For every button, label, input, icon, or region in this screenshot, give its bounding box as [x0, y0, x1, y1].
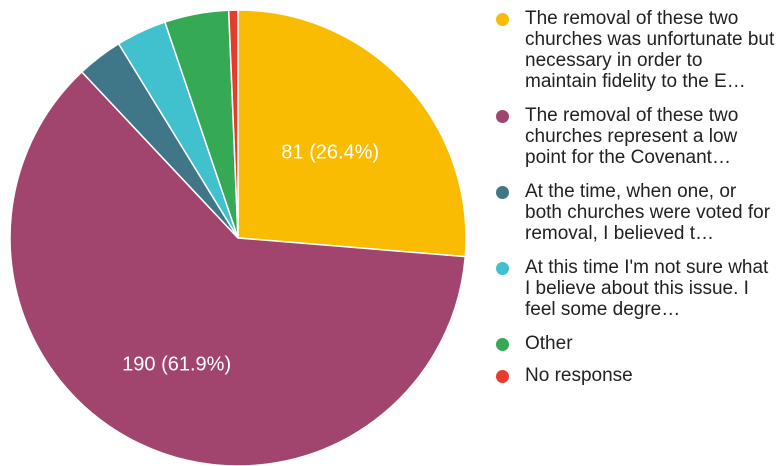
legend-label: At the time, when one, or both churches … [525, 181, 771, 244]
legend-item[interactable]: Other [496, 333, 776, 354]
pie-slice[interactable] [9, 70, 467, 466]
legend-swatch-icon [496, 110, 509, 123]
legend-swatch-icon [496, 370, 509, 383]
legend-swatch-icon [496, 262, 509, 275]
legend-label: Other [525, 333, 573, 354]
legend-swatch-icon [496, 13, 509, 26]
legend-item[interactable]: The removal of these two churches repres… [496, 105, 776, 168]
legend-label: The removal of these two churches was un… [525, 8, 775, 92]
pie-slice[interactable] [227, 9, 239, 239]
pie-slice[interactable] [237, 9, 467, 258]
slice-data-label: 81 (26.4%) [281, 141, 379, 163]
legend-item[interactable]: At this time I'm not sure what I believe… [496, 257, 776, 320]
legend-swatch-icon [496, 338, 509, 351]
legend-item[interactable]: The removal of these two churches was un… [496, 8, 776, 92]
legend-item[interactable]: At the time, when one, or both churches … [496, 181, 776, 244]
slice-data-label: 190 (61.9%) [122, 354, 231, 376]
legend-label: The removal of these two churches repres… [525, 105, 739, 168]
legend: The removal of these two churches was un… [496, 8, 776, 386]
legend-label: No response [525, 365, 633, 386]
legend-label: At this time I'm not sure what I believe… [525, 257, 769, 320]
legend-item[interactable]: No response [496, 365, 776, 386]
legend-swatch-icon [496, 186, 509, 199]
